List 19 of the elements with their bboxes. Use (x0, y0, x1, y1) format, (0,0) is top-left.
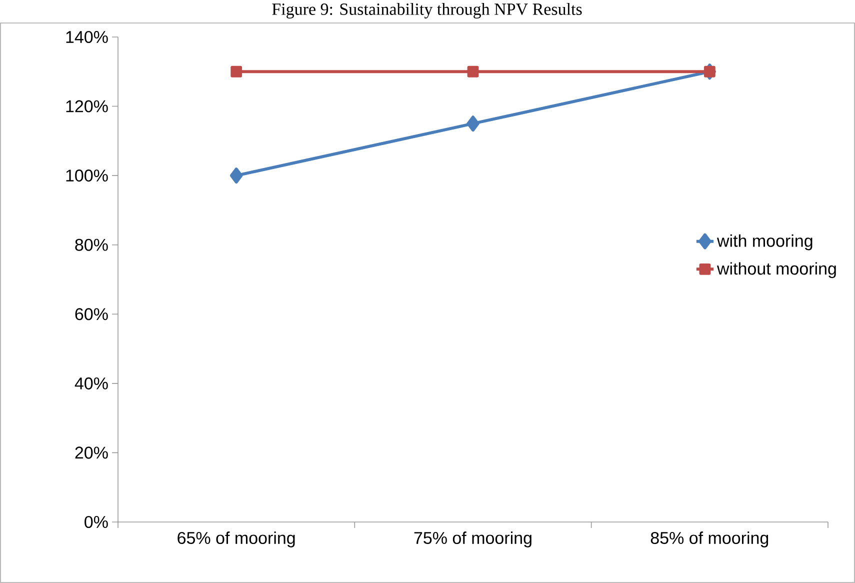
y-tick-label: 20% (75, 446, 108, 459)
x-tick-label: 85% of mooring (650, 532, 768, 548)
y-tick-label: 60% (75, 308, 108, 320)
point (704, 66, 716, 78)
legend-label: with mooring (716, 234, 812, 250)
y-tick-label: 120% (66, 100, 108, 112)
y-tick-label: 0% (84, 516, 108, 528)
point (230, 168, 243, 184)
x-tick-label: 75% of mooring (414, 532, 532, 548)
point (467, 66, 479, 78)
chart-title: Figure 9: Sustainability through NPV Results (272, 2, 582, 18)
x-tick-label: 65% of mooring (178, 532, 295, 548)
y-tick-label: 100% (66, 170, 108, 182)
y-tick-label: 80% (75, 238, 108, 251)
legend-label: without mooring (716, 262, 836, 278)
point (230, 66, 242, 78)
y-tick-label: 140% (66, 30, 108, 44)
point (466, 116, 480, 132)
y-tick-label: 40% (74, 377, 108, 390)
